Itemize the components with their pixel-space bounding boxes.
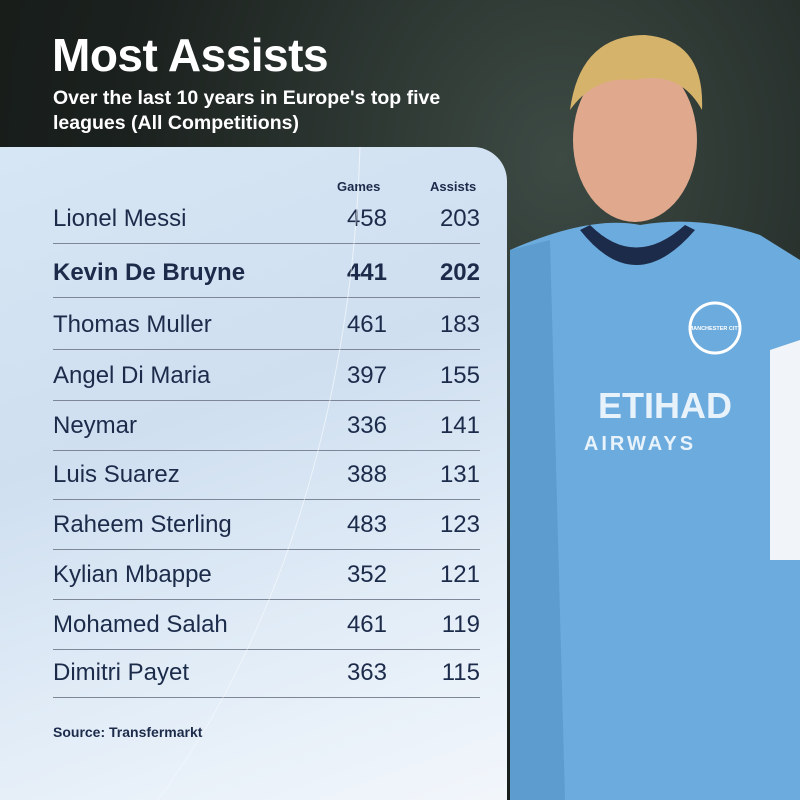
player-name: Raheem Sterling bbox=[53, 511, 232, 538]
games-value: 397 bbox=[346, 362, 387, 389]
table-row: Raheem Sterling 483 123 bbox=[53, 499, 480, 550]
games-value: 441 bbox=[346, 259, 387, 286]
assists-value: 131 bbox=[439, 461, 480, 488]
player-name: Thomas Muller bbox=[53, 311, 212, 338]
table-row: Thomas Muller 461 183 bbox=[53, 299, 480, 350]
assists-value: 202 bbox=[439, 259, 480, 286]
assists-value: 183 bbox=[439, 311, 480, 338]
assists-value: 119 bbox=[441, 611, 480, 638]
table-row: Mohamed Salah 461 119 bbox=[53, 599, 480, 650]
table-row: Luis Suarez 388 131 bbox=[53, 449, 480, 500]
assists-value: 123 bbox=[439, 511, 480, 538]
games-value: 483 bbox=[346, 511, 387, 538]
assists-value: 121 bbox=[439, 561, 480, 588]
games-value: 388 bbox=[346, 461, 387, 488]
player-name: Neymar bbox=[53, 412, 138, 439]
games-value: 363 bbox=[346, 659, 387, 686]
header-assists: Assists bbox=[430, 179, 477, 194]
player-name: Dimitri Payet bbox=[53, 659, 190, 686]
player-hair bbox=[570, 35, 703, 110]
table-row: Dimitri Payet 363 115 bbox=[53, 647, 480, 698]
svg-text:AIRWAYS: AIRWAYS bbox=[584, 433, 696, 455]
table-row: Lionel Messi 458 203 bbox=[53, 193, 480, 244]
player-photo: MANCHESTER CITY ETIHAD AIRWAYS bbox=[510, 35, 800, 800]
games-value: 352 bbox=[346, 561, 387, 588]
player-name: Mohamed Salah bbox=[53, 611, 228, 638]
games-value: 461 bbox=[346, 611, 387, 638]
player-name: Luis Suarez bbox=[53, 461, 180, 488]
games-value: 458 bbox=[346, 205, 387, 232]
stats-table: Games Assists Lionel Messi 458 203 Kevin De… bbox=[0, 147, 507, 800]
assists-value: 115 bbox=[441, 659, 480, 686]
games-value: 336 bbox=[346, 412, 387, 439]
table-row: Kylian Mbappe 352 121 bbox=[53, 549, 480, 600]
club-badge-icon bbox=[688, 301, 742, 355]
table-row: Kevin De Bruyne 441 202 bbox=[53, 247, 480, 298]
assists-value: 203 bbox=[439, 205, 480, 232]
player-name: Kevin De Bruyne bbox=[53, 259, 246, 286]
source-note: Source: Transfermarkt bbox=[53, 724, 203, 740]
club-badge-text: MANCHESTER CITY bbox=[689, 326, 742, 332]
player-head bbox=[573, 58, 697, 222]
subtitle: Over the last 10 years in Europe's top f… bbox=[53, 87, 441, 134]
header-games: Games bbox=[337, 179, 381, 194]
table-row: Neymar 336 141 bbox=[53, 400, 480, 451]
games-value: 461 bbox=[346, 311, 387, 338]
assists-value: 141 bbox=[439, 412, 480, 439]
player-name: Angel Di Maria bbox=[53, 362, 211, 389]
page-title: Most Assists bbox=[52, 29, 329, 81]
player-name: Lionel Messi bbox=[53, 205, 187, 232]
player-jersey bbox=[510, 221, 800, 800]
table-row: Angel Di Maria 397 155 bbox=[53, 350, 480, 401]
jersey-sponsor: ETIHAD bbox=[598, 385, 732, 426]
player-name: Kylian Mbappe bbox=[53, 561, 212, 588]
assists-value: 155 bbox=[439, 362, 480, 389]
